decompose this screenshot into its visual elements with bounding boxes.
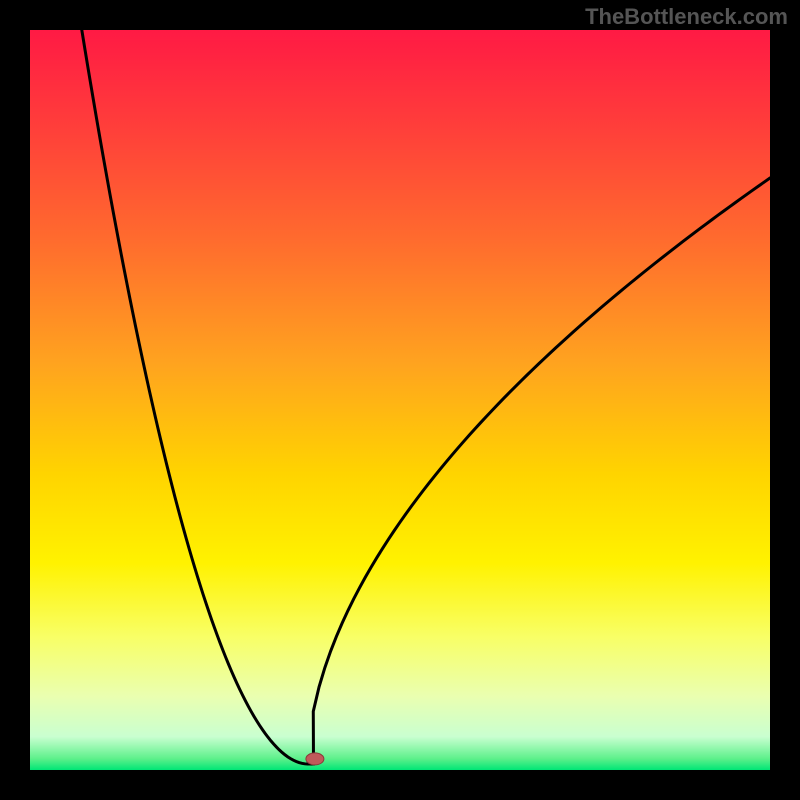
bottleneck-curve-plot <box>0 0 800 800</box>
watermark-text: TheBottleneck.com <box>585 4 788 30</box>
plot-background <box>30 30 770 770</box>
optimal-point-marker <box>306 753 324 765</box>
chart-container: TheBottleneck.com <box>0 0 800 800</box>
